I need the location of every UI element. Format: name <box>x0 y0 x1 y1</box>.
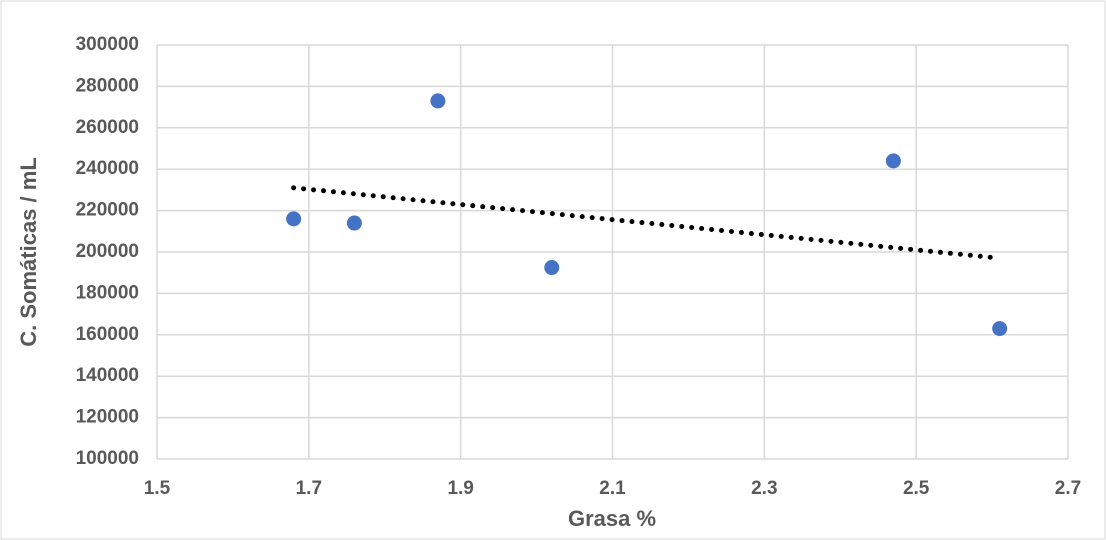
data-point <box>346 215 362 231</box>
y-tick-label: 280000 <box>76 75 139 96</box>
data-point <box>286 211 302 227</box>
y-tick-label: 140000 <box>76 365 139 386</box>
x-tick-label: 1.7 <box>296 478 322 499</box>
y-tick-label: 240000 <box>76 158 139 179</box>
data-point <box>992 321 1008 337</box>
data-point <box>885 153 901 169</box>
y-tick-label: 220000 <box>76 200 139 221</box>
data-point <box>430 93 446 109</box>
x-tick-label: 2.5 <box>903 478 930 499</box>
x-tick-label: 1.5 <box>144 478 171 499</box>
y-tick-label: 300000 <box>76 34 139 55</box>
y-tick-label: 260000 <box>76 117 139 138</box>
y-axis-title: C. Somáticas / mL <box>16 157 41 347</box>
y-tick-label: 100000 <box>76 448 139 469</box>
x-tick-label: 2.3 <box>751 478 777 499</box>
y-tick-label: 200000 <box>76 241 139 262</box>
data-point <box>544 260 560 276</box>
x-tick-label: 2.1 <box>599 478 626 499</box>
y-tick-label: 180000 <box>76 282 139 303</box>
y-tick-label: 120000 <box>76 407 139 428</box>
x-tick-label: 2.7 <box>1055 478 1081 499</box>
x-axis-title: Grasa % <box>568 506 656 531</box>
y-tick-label: 160000 <box>76 324 139 345</box>
x-tick-label: 1.9 <box>447 478 473 499</box>
trendline <box>291 185 1003 261</box>
